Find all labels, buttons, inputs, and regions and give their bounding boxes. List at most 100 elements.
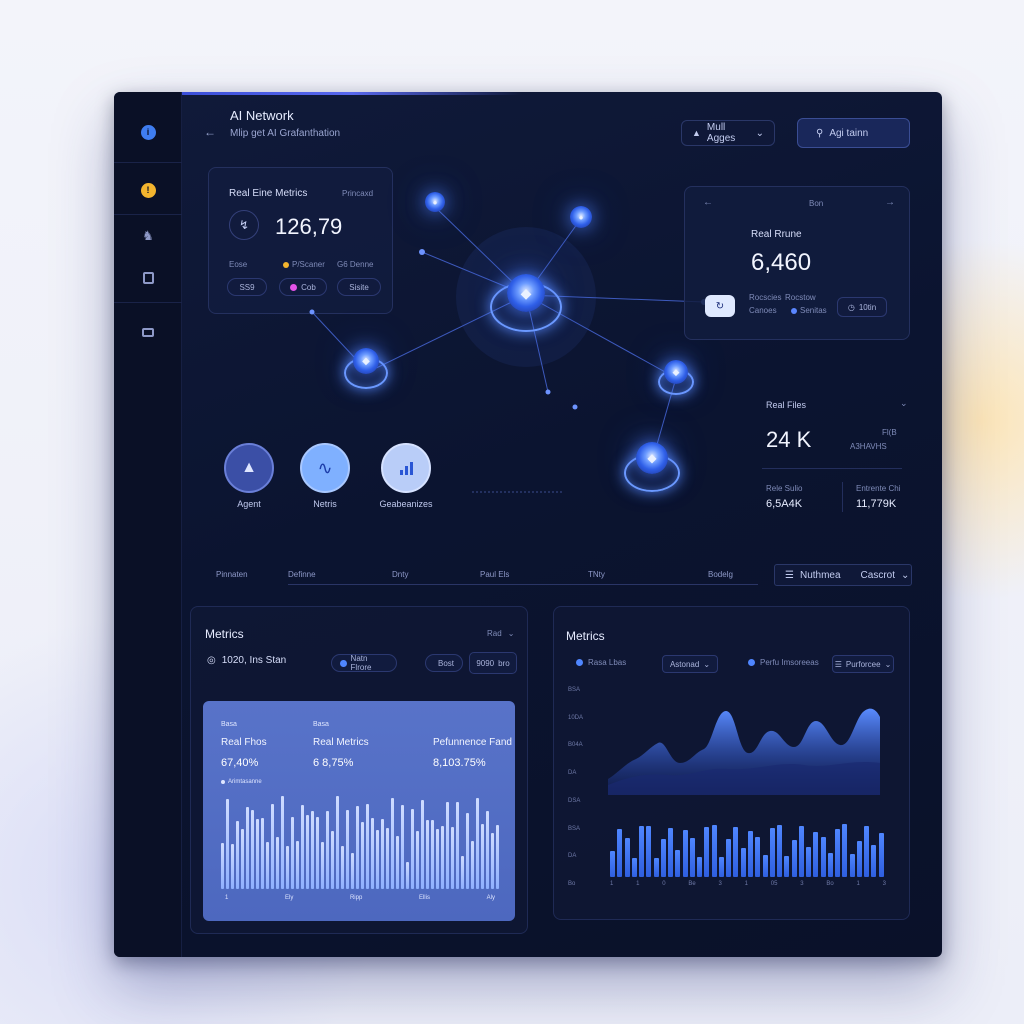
status-dot-icon <box>791 307 797 314</box>
home-icon: ▲ <box>692 128 701 138</box>
panel-chip[interactable]: Bost <box>425 654 463 672</box>
network-node[interactable]: ● <box>570 206 592 228</box>
chart-bar <box>798 826 804 877</box>
network-node[interactable]: ◆ <box>353 348 379 374</box>
chart-bar <box>456 801 459 889</box>
realtime-run-title: Real Rrune <box>751 229 802 240</box>
info-icon: i <box>140 124 156 140</box>
chart-bar <box>653 858 659 877</box>
chart-select[interactable]: ☰ Purforcee ⌄ <box>832 655 894 673</box>
metric-chip[interactable]: Sisite <box>337 278 381 296</box>
chevron-down-icon: ⌄ <box>884 659 892 669</box>
alert-icon: ! <box>140 182 156 198</box>
x-tick: 3 <box>718 881 722 887</box>
panel-stat: ◎ 1020, Ins Stan <box>207 655 286 666</box>
chart-bar <box>617 828 623 877</box>
netris-button[interactable]: ∿ <box>300 443 350 493</box>
chart-bar <box>421 799 424 889</box>
status-dot-icon <box>290 283 298 291</box>
analytics-button[interactable] <box>381 443 431 493</box>
network-node[interactable]: ● <box>425 192 445 212</box>
real-files-meta: Fl(B <box>882 428 897 437</box>
sidebar-divider <box>114 162 182 163</box>
badge-left-sub: Canoes <box>749 306 777 315</box>
metric-chip[interactable]: Cob <box>279 278 327 296</box>
tab-bar: Pinnaten Definne Dnty Paul Els TNty Bode… <box>204 562 914 588</box>
sidebar-alerts-button[interactable]: ! <box>134 176 162 204</box>
sidebar-home-button[interactable]: i <box>134 118 162 146</box>
chart-bar <box>639 826 645 877</box>
sidebar-storage-button[interactable] <box>134 318 162 346</box>
chart-bar <box>411 808 414 889</box>
x-axis-ticks: 1 Ely Ripp Ellis Aly <box>225 895 495 901</box>
panel-chip[interactable]: 9090 bro <box>469 652 517 674</box>
chart-bar <box>346 810 349 889</box>
chevron-down-icon: ⌄ <box>507 629 515 638</box>
chart-bar <box>266 842 269 889</box>
agent-label: Agent <box>237 499 261 509</box>
tab-item[interactable]: TNty <box>588 570 605 579</box>
y-tick: B04A <box>568 742 583 749</box>
network-point <box>545 389 551 395</box>
chart-legend-label: Rasa Lbas <box>588 658 627 667</box>
tab-item[interactable]: Pinnaten <box>216 570 248 579</box>
chart-bar <box>381 819 384 889</box>
card-close-icon[interactable]: → <box>885 197 895 208</box>
chart-bar <box>610 851 615 877</box>
add-team-button[interactable]: ⚲ Agi tainn <box>797 118 910 148</box>
sidebar: i ! ♞ <box>114 92 182 957</box>
chevron-down-icon: ⌄ <box>901 569 910 581</box>
chart-bar <box>291 816 294 889</box>
agent-button[interactable]: ▲ <box>224 443 274 493</box>
chart-bar <box>251 809 254 889</box>
chart-bar <box>769 827 775 877</box>
chevron-down-icon[interactable]: ⌄ <box>900 398 908 408</box>
sidebar-agents-button[interactable]: ♞ <box>134 222 162 250</box>
chart-bar <box>682 829 688 877</box>
network-node[interactable]: ◆ <box>636 442 668 474</box>
central-node[interactable]: ◆ <box>507 274 545 312</box>
x-tick: 1 <box>744 881 748 887</box>
chart-select[interactable]: Astonad ⌄ <box>662 655 718 673</box>
y-tick: DA <box>568 853 577 860</box>
chart-bar <box>401 805 404 889</box>
chart-legend-label: Perfu Imsoreeas <box>760 658 819 667</box>
tab-item[interactable]: Definne <box>288 570 316 579</box>
tab-item[interactable]: Bodelg <box>708 570 733 579</box>
inner-head: Pefunnence Fand <box>433 737 512 748</box>
tab-item[interactable]: Paul Els <box>480 570 510 579</box>
time-range-chip[interactable]: ◷ 10tin <box>837 297 887 317</box>
chart-bar <box>321 841 324 889</box>
panel-select[interactable]: Rad ⌄ <box>487 629 514 638</box>
chart-bar <box>441 825 444 889</box>
chart-bar <box>777 824 783 877</box>
filter-icon: ☰ <box>834 659 842 669</box>
chart-bar <box>827 853 833 877</box>
metric-chip[interactable]: SS9 <box>227 278 267 296</box>
tab-item[interactable]: Dnty <box>392 570 409 579</box>
chart-bar <box>842 824 848 877</box>
refresh-button[interactable]: ↻ <box>705 295 735 317</box>
chart-bar <box>281 796 284 889</box>
card-back-icon[interactable]: ← <box>703 197 713 208</box>
mode-select[interactable]: ▲ Mull Agges ⌄ <box>681 120 775 146</box>
back-arrow-icon[interactable]: ← <box>204 125 216 139</box>
chart-bar <box>301 805 304 889</box>
metrics-inner-card: Basa Real Fhos 67,40% Arimtasanne Basa R… <box>203 701 515 921</box>
chart-bar <box>762 854 768 877</box>
chart-bar <box>726 839 732 877</box>
status-dot-icon <box>340 659 347 667</box>
metrics-panel-right: Metrics Rasa Lbas Astonad ⌄ Perfu Imsore… <box>553 606 910 920</box>
tab-filter[interactable]: ☰ Nuthmea Cascrot ⌄ <box>774 564 912 586</box>
sidebar-reports-button[interactable] <box>134 264 162 292</box>
card-top-label: Bon <box>809 199 824 208</box>
x-tick: 1 <box>636 881 640 887</box>
chart-bar <box>221 843 224 889</box>
chart-bar <box>366 804 369 889</box>
filter-icon: ☰ <box>785 569 794 581</box>
panel-chip[interactable]: Natn Flrore <box>331 654 397 672</box>
network-node[interactable]: ◆ <box>664 360 688 384</box>
status-dot-icon <box>283 261 289 268</box>
chart-bar <box>660 838 666 877</box>
inner-head: Real Metrics <box>313 737 369 748</box>
